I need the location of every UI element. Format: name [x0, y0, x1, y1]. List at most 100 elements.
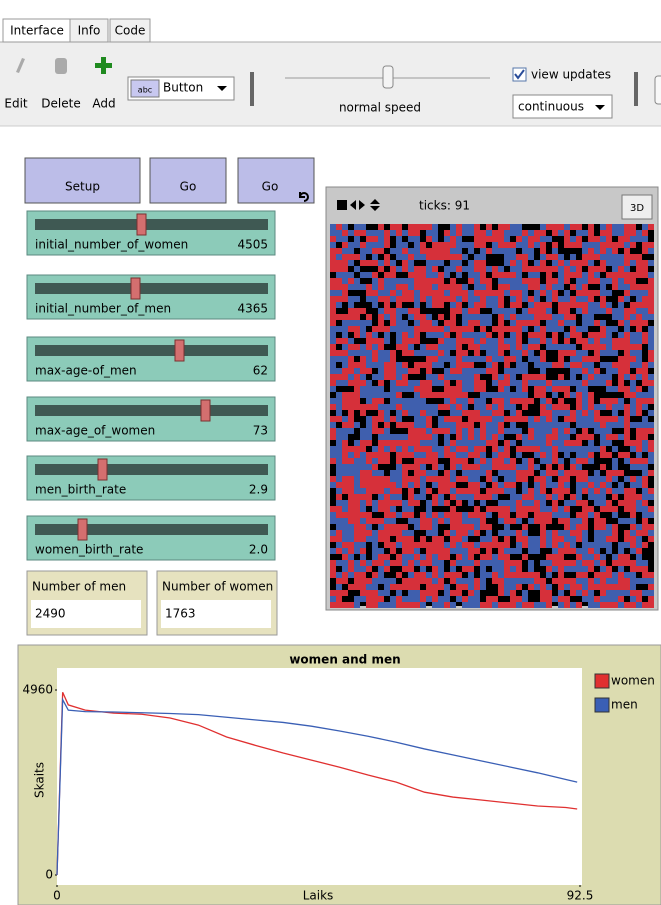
speed-knob[interactable] — [382, 65, 394, 89]
add-icon[interactable] — [95, 57, 112, 74]
turtle — [576, 452, 582, 458]
turtle — [504, 308, 510, 314]
turtle — [546, 506, 552, 512]
slider[interactable] — [26, 210, 276, 256]
turtle — [342, 254, 348, 260]
turtle — [456, 596, 462, 602]
tab[interactable] — [69, 18, 109, 43]
toolbar-button-partial[interactable] — [654, 75, 661, 105]
turtle — [378, 266, 384, 272]
edit-icon[interactable] — [16, 58, 25, 73]
slider[interactable] — [26, 336, 276, 382]
turtle — [564, 380, 570, 386]
turtle — [510, 296, 516, 302]
edit-label[interactable]: Edit — [4, 97, 28, 111]
turtle — [624, 344, 630, 350]
turtle — [648, 338, 654, 344]
turtle — [516, 434, 522, 440]
turtle — [450, 284, 456, 290]
turtle — [582, 542, 588, 548]
turtle — [384, 278, 390, 284]
turtle — [486, 314, 492, 320]
turtle — [360, 368, 366, 374]
slider[interactable] — [26, 455, 276, 501]
slider-thumb[interactable] — [77, 518, 88, 541]
monitor-name: Number of women — [162, 580, 273, 594]
turtle — [348, 272, 354, 278]
add-label[interactable]: Add — [92, 97, 115, 111]
slider[interactable] — [26, 396, 276, 442]
turtle — [630, 284, 636, 290]
turtle — [612, 260, 618, 266]
turtle — [606, 452, 612, 458]
turtle — [336, 548, 342, 554]
turtle — [366, 488, 372, 494]
turtle — [384, 230, 390, 236]
slider[interactable] — [26, 515, 276, 561]
button[interactable] — [237, 157, 315, 204]
turtle — [366, 290, 372, 296]
slider-thumb[interactable] — [174, 339, 185, 362]
turtle — [372, 236, 378, 242]
turtle — [618, 266, 624, 272]
turtle — [480, 434, 486, 440]
turtle — [462, 440, 468, 446]
turtle — [618, 362, 624, 368]
turtle — [474, 224, 480, 230]
button[interactable] — [149, 157, 227, 204]
slider-thumb[interactable] — [97, 458, 108, 481]
turtle — [360, 476, 366, 482]
turtle — [498, 446, 504, 452]
turtle — [474, 512, 480, 518]
turtle — [582, 344, 588, 350]
turtle — [636, 554, 642, 560]
turtle — [444, 434, 450, 440]
turtle — [618, 578, 624, 584]
turtle — [498, 350, 504, 356]
turtle — [456, 392, 462, 398]
delete-label[interactable]: Delete — [41, 97, 80, 111]
slider-thumb[interactable] — [136, 213, 147, 236]
turtle — [498, 374, 504, 380]
slider[interactable] — [26, 274, 276, 320]
turtle — [390, 284, 396, 290]
turtle — [360, 284, 366, 290]
turtle — [378, 470, 384, 476]
delete-icon[interactable] — [55, 58, 67, 74]
turtle — [348, 524, 354, 530]
turtle — [576, 434, 582, 440]
view-3d-button[interactable] — [621, 194, 653, 220]
turtle — [594, 290, 600, 296]
turtle — [504, 482, 510, 488]
turtle — [642, 542, 648, 548]
tab[interactable] — [109, 18, 151, 43]
turtle — [630, 278, 636, 284]
turtle — [648, 332, 654, 338]
plot-title: women and men — [289, 653, 400, 667]
turtle — [498, 452, 504, 458]
turtle — [498, 572, 504, 578]
turtle — [372, 572, 378, 578]
turtle — [576, 368, 582, 374]
turtle — [612, 446, 618, 452]
slider-thumb[interactable] — [130, 277, 141, 300]
slider-thumb[interactable] — [200, 399, 211, 422]
turtle — [480, 482, 486, 488]
turtle — [480, 458, 486, 464]
turtle — [594, 488, 600, 494]
turtle — [420, 326, 426, 332]
turtle — [528, 278, 534, 284]
turtle — [564, 500, 570, 506]
turtle — [396, 482, 402, 488]
turtle — [594, 248, 600, 254]
update-mode-menu[interactable] — [512, 94, 613, 119]
turtle — [498, 308, 504, 314]
turtle — [528, 398, 534, 404]
turtle — [558, 278, 564, 284]
turtle — [570, 524, 576, 530]
turtle — [426, 302, 432, 308]
turtle — [396, 278, 402, 284]
button[interactable] — [24, 157, 141, 204]
turtle — [624, 518, 630, 524]
turtle — [474, 272, 480, 278]
